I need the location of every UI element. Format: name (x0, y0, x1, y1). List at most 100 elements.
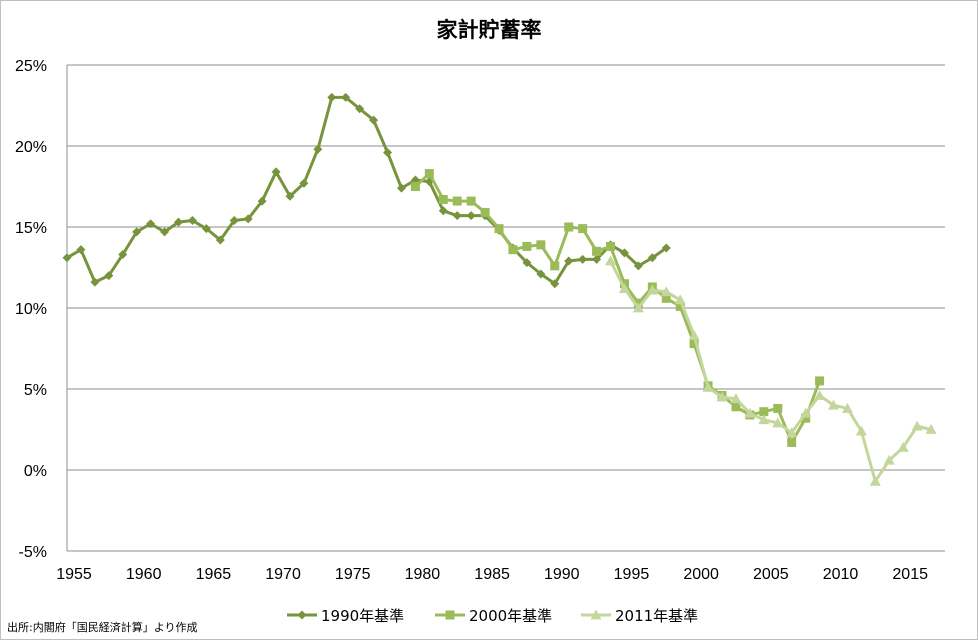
data-point (564, 222, 574, 232)
data-point (675, 301, 685, 311)
data-point (438, 206, 448, 216)
data-point (773, 403, 783, 413)
x-tick-label: 2005 (753, 566, 789, 583)
data-point (522, 241, 532, 251)
x-tick-label: 2015 (892, 566, 928, 583)
data-point (564, 256, 574, 266)
data-point (508, 245, 518, 255)
data-point (285, 191, 295, 201)
x-tick-label: 1975 (335, 566, 371, 583)
data-point (855, 425, 867, 436)
data-point (759, 407, 769, 417)
data-point (787, 437, 797, 447)
x-tick-label: 1985 (474, 566, 510, 583)
legend-marker (445, 610, 455, 620)
data-point (132, 227, 142, 237)
x-tick-label: 1965 (196, 566, 232, 583)
data-point (118, 250, 128, 260)
data-point (90, 277, 100, 287)
data-point (466, 211, 476, 221)
data-point (925, 424, 937, 434)
data-point (104, 271, 114, 281)
legend-label: 2000年基準 (469, 607, 552, 625)
data-point (229, 216, 239, 226)
data-point (369, 115, 379, 125)
data-point (592, 246, 602, 256)
data-point (689, 339, 699, 349)
x-tick-label: 1955 (56, 566, 92, 583)
x-axis-tick-labels: 1955 1960 1965 1970 1975 1980 1985 1990 1995 2000… (56, 566, 928, 583)
data-point (688, 330, 700, 340)
data-point (76, 245, 86, 255)
data-point (814, 389, 826, 400)
legend-entry: 2011年基準 (581, 607, 698, 625)
x-tick-label: 1970 (265, 566, 301, 583)
data-point (869, 475, 881, 486)
y-axis-tick-labels: -5% 0% 5% 10% 15% 20% 25% (15, 58, 47, 561)
data-point (674, 294, 686, 305)
data-point (605, 255, 617, 266)
x-tick-label: 1995 (614, 566, 650, 583)
series-layer (62, 92, 937, 486)
source-note: 出所:内閣府「国民経済計算」より作成 (7, 620, 198, 634)
data-point (883, 454, 895, 465)
data-point (173, 217, 183, 227)
y-tick-label: -5% (19, 544, 47, 561)
data-point (536, 269, 546, 279)
gridlines (67, 64, 945, 552)
data-point (327, 92, 337, 102)
data-point (355, 104, 365, 114)
data-point (522, 258, 532, 268)
data-point (62, 253, 72, 263)
series-line (66, 95, 668, 286)
data-point (730, 393, 742, 404)
data-point (716, 391, 728, 402)
y-tick-label: 20% (15, 139, 47, 156)
data-point (661, 243, 671, 253)
data-point (438, 194, 448, 204)
data-point (633, 261, 643, 271)
data-point (758, 414, 770, 425)
data-point (410, 182, 420, 191)
data-point (146, 219, 156, 229)
x-tick-label: 2010 (823, 566, 859, 583)
data-point (271, 167, 281, 177)
y-tick-label: 5% (24, 382, 47, 399)
data-point (702, 381, 714, 392)
data-point (646, 284, 658, 295)
legend-label: 2011年基準 (615, 607, 698, 625)
data-point (578, 224, 588, 234)
y-tick-label: 0% (24, 463, 47, 480)
data-point (786, 427, 798, 438)
data-point (619, 248, 629, 258)
data-point (550, 279, 560, 289)
data-point (243, 214, 253, 224)
data-point (744, 407, 756, 418)
data-point (341, 92, 351, 102)
series-1 (62, 92, 671, 289)
data-point (160, 227, 170, 237)
x-tick-label: 1960 (126, 566, 162, 583)
data-point (452, 211, 462, 221)
x-tick-label: 1980 (405, 566, 441, 583)
data-point (911, 420, 923, 431)
data-point (815, 376, 825, 386)
data-point (201, 224, 211, 234)
data-point (647, 253, 657, 263)
chart-title: 家計貯蓄率 (437, 18, 542, 42)
data-point (897, 441, 909, 452)
data-point (466, 196, 476, 206)
data-point (313, 144, 323, 154)
data-point (800, 407, 812, 418)
data-point (606, 241, 616, 251)
data-point (215, 235, 225, 245)
legend-marker (297, 610, 307, 620)
legend-entry: 1990年基準 (287, 607, 404, 625)
data-point (299, 178, 309, 188)
data-point (452, 196, 462, 206)
legend: 1990年基準 2000年基準 2011年基準 (287, 607, 698, 625)
data-point (257, 196, 267, 206)
data-point (578, 254, 588, 264)
